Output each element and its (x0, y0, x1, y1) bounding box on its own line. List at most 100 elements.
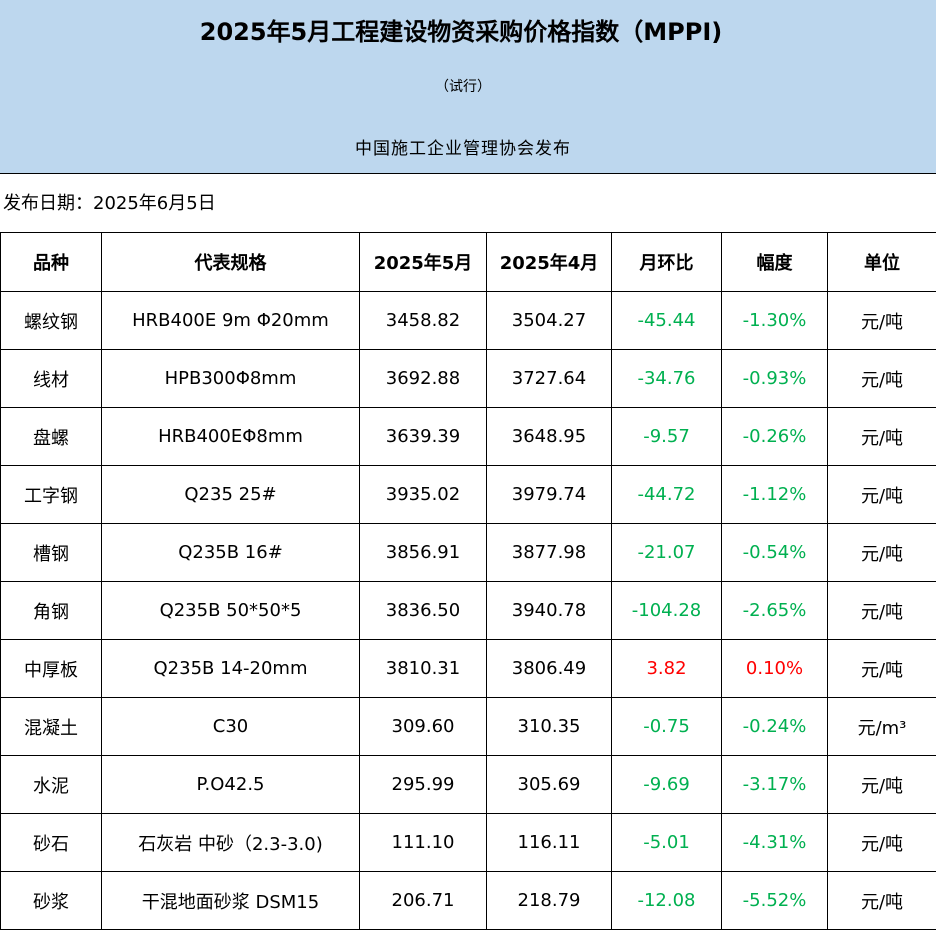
publisher: 中国施工企业管理协会发布 (0, 134, 936, 159)
may-price-cell: 111.10 (360, 814, 487, 872)
change-pct-cell: -0.26% (722, 408, 828, 466)
spec-cell: Q235B 50*50*5 (102, 582, 360, 640)
may-price-cell: 3856.91 (360, 524, 487, 582)
item-cell: 工字钢 (1, 466, 102, 524)
mom-change-cell: -5.01 (612, 814, 722, 872)
spec-cell: HRB400E 9m Φ20mm (102, 292, 360, 350)
spec-cell: HRB400EΦ8mm (102, 408, 360, 466)
mom-change-cell: -0.75 (612, 698, 722, 756)
apr-price-cell: 305.69 (487, 756, 612, 814)
spec-cell: Q235B 14-20mm (102, 640, 360, 698)
spec-cell: Q235 25# (102, 466, 360, 524)
may-price-cell: 295.99 (360, 756, 487, 814)
change-pct-cell: -5.52% (722, 872, 828, 930)
item-cell: 槽钢 (1, 524, 102, 582)
item-cell: 螺纹钢 (1, 292, 102, 350)
column-header: 2025年5月 (360, 233, 487, 292)
item-cell: 砂石 (1, 814, 102, 872)
apr-price-cell: 3877.98 (487, 524, 612, 582)
apr-price-cell: 3648.95 (487, 408, 612, 466)
item-cell: 水泥 (1, 756, 102, 814)
apr-price-cell: 310.35 (487, 698, 612, 756)
unit-cell: 元/吨 (828, 524, 936, 582)
column-header: 2025年4月 (487, 233, 612, 292)
apr-price-cell: 3806.49 (487, 640, 612, 698)
change-pct-cell: -0.54% (722, 524, 828, 582)
apr-price-cell: 3940.78 (487, 582, 612, 640)
unit-cell: 元/吨 (828, 640, 936, 698)
unit-cell: 元/吨 (828, 408, 936, 466)
change-pct-cell: 0.10% (722, 640, 828, 698)
apr-price-cell: 3504.27 (487, 292, 612, 350)
mom-change-cell: -9.57 (612, 408, 722, 466)
change-pct-cell: -0.93% (722, 350, 828, 408)
item-cell: 混凝土 (1, 698, 102, 756)
apr-price-cell: 218.79 (487, 872, 612, 930)
may-price-cell: 3458.82 (360, 292, 487, 350)
spec-cell: 石灰岩 中砂（2.3-3.0) (102, 814, 360, 872)
item-cell: 角钢 (1, 582, 102, 640)
page-subtitle: （试行） (0, 76, 936, 96)
may-price-cell: 309.60 (360, 698, 487, 756)
spec-cell: Q235B 16# (102, 524, 360, 582)
change-pct-cell: -3.17% (722, 756, 828, 814)
column-header: 代表规格 (102, 233, 360, 292)
unit-cell: 元/m³ (828, 698, 936, 756)
spec-cell: 干混地面砂浆 DSM15 (102, 872, 360, 930)
item-cell: 砂浆 (1, 872, 102, 930)
change-pct-cell: -1.12% (722, 466, 828, 524)
column-header: 幅度 (722, 233, 828, 292)
change-pct-cell: -4.31% (722, 814, 828, 872)
mom-change-cell: -104.28 (612, 582, 722, 640)
spec-cell: P.O42.5 (102, 756, 360, 814)
item-cell: 盘螺 (1, 408, 102, 466)
may-price-cell: 3639.39 (360, 408, 487, 466)
apr-price-cell: 3979.74 (487, 466, 612, 524)
item-cell: 线材 (1, 350, 102, 408)
unit-cell: 元/吨 (828, 872, 936, 930)
column-header: 单位 (828, 233, 936, 292)
column-header: 月环比 (612, 233, 722, 292)
may-price-cell: 3935.02 (360, 466, 487, 524)
apr-price-cell: 116.11 (487, 814, 612, 872)
mom-change-cell: -12.08 (612, 872, 722, 930)
change-pct-cell: -1.30% (722, 292, 828, 350)
column-header: 品种 (1, 233, 102, 292)
page-title: 2025年5月工程建设物资采购价格指数（MPPI) (0, 12, 936, 47)
may-price-cell: 3836.50 (360, 582, 487, 640)
mom-change-cell: 3.82 (612, 640, 722, 698)
spec-cell: C30 (102, 698, 360, 756)
publish-date: 发布日期：2025年6月5日 (0, 174, 936, 233)
spec-cell: HPB300Φ8mm (102, 350, 360, 408)
mom-change-cell: -21.07 (612, 524, 722, 582)
unit-cell: 元/吨 (828, 350, 936, 408)
may-price-cell: 3810.31 (360, 640, 487, 698)
unit-cell: 元/吨 (828, 292, 936, 350)
header-banner: 2025年5月工程建设物资采购价格指数（MPPI) （试行） 中国施工企业管理协… (0, 0, 936, 174)
unit-cell: 元/吨 (828, 466, 936, 524)
may-price-cell: 3692.88 (360, 350, 487, 408)
mom-change-cell: -44.72 (612, 466, 722, 524)
unit-cell: 元/吨 (828, 756, 936, 814)
unit-cell: 元/吨 (828, 814, 936, 872)
mom-change-cell: -45.44 (612, 292, 722, 350)
mom-change-cell: -34.76 (612, 350, 722, 408)
unit-cell: 元/吨 (828, 582, 936, 640)
change-pct-cell: -2.65% (722, 582, 828, 640)
item-cell: 中厚板 (1, 640, 102, 698)
mom-change-cell: -9.69 (612, 756, 722, 814)
may-price-cell: 206.71 (360, 872, 487, 930)
apr-price-cell: 3727.64 (487, 350, 612, 408)
